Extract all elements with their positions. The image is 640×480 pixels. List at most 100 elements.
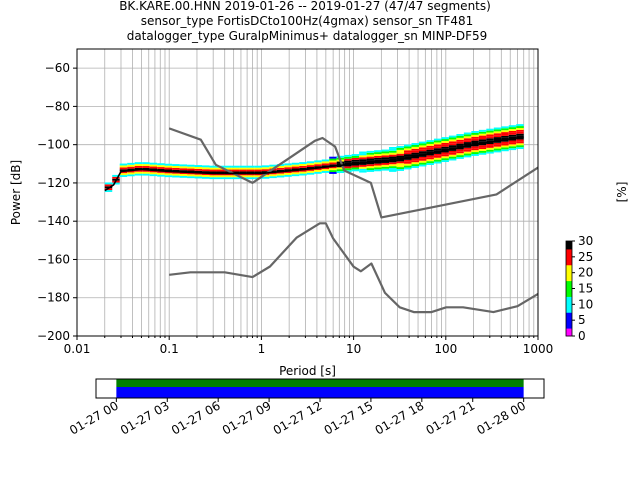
histogram-cell [366,168,375,170]
colorbar-segment [566,269,572,272]
colorbar-segment [566,241,572,244]
histogram-cell [404,165,412,168]
histogram-cell [246,167,255,170]
timeline-tick-label: 01-27 12 [271,398,325,437]
histogram-cell [172,175,180,178]
histogram-cell [418,156,427,159]
x-tick-label: 0.1 [160,342,179,356]
histogram-cell [314,171,322,174]
histogram-cell [471,144,479,147]
histogram-cell [448,154,457,157]
histogram-cell [418,153,427,155]
histogram-cell [389,148,397,151]
histogram-cell [381,161,390,163]
histogram-cell [456,139,464,142]
histogram-cell [396,153,405,156]
histogram-cell [456,151,464,154]
timeline-tick-label: 01-27 18 [373,398,427,437]
colorbar-segment [566,255,572,258]
timeline-tick-label: 01-27 06 [169,398,223,437]
colorbar-segment [566,245,572,248]
histogram-cell [493,144,502,147]
histogram-cell [404,148,412,151]
histogram-cell [284,172,292,175]
histogram-cell [306,172,315,175]
histogram-cell [441,156,449,159]
colorbar-segment [566,274,572,277]
colorbar-segment [566,323,572,326]
histogram-cell [418,158,427,161]
histogram-cell [396,157,405,160]
colorbar-segment [566,326,572,329]
histogram-cell [441,146,449,149]
colorbar-segment [566,313,572,316]
histogram-cell [404,157,412,160]
histogram-cell [359,151,367,154]
histogram-cell [306,168,315,171]
histogram-cell [254,173,262,176]
colorbar-segment [566,260,572,263]
histogram-cell [359,153,367,156]
colorbar-segment [566,275,572,278]
histogram-cell [493,146,502,149]
histogram-cell [134,165,143,168]
histogram-cell [157,174,165,177]
histogram-cell [478,133,487,136]
histogram-cell [306,170,315,173]
histogram-cell [508,130,517,133]
histogram-cell [448,145,457,148]
histogram-cell [493,131,502,134]
histogram-cell [411,143,419,145]
histogram-cell [463,134,472,137]
histogram-cell [486,140,494,143]
histogram-cell [149,174,158,177]
histogram-cell [269,166,277,169]
histogram-cell [142,166,150,168]
histogram-cell [426,161,434,164]
histogram-cell [501,128,509,131]
histogram-cell [493,140,502,143]
histogram-cell [321,169,330,171]
histogram-cell [411,162,419,165]
histogram-cell [501,126,509,129]
histogram-cell [418,151,427,154]
histogram-cell [486,130,494,133]
histogram-cell [216,175,225,178]
histogram-cell [202,171,210,174]
histogram-cell [501,139,509,142]
histogram-cell [411,154,419,157]
histogram-cell [291,170,300,173]
histogram-cell [441,137,449,140]
histogram-cell [104,184,113,187]
histogram-cell [314,162,322,165]
histogram-cell [291,172,300,175]
histogram-cell [187,170,195,173]
colorbar-segment [566,293,572,296]
histogram-cell [411,160,419,163]
histogram-cell [501,149,509,152]
histogram-cell [456,157,464,159]
histogram-cell [374,161,382,164]
histogram-cell [396,155,405,158]
histogram-cell [411,158,419,161]
histogram-cell [344,156,352,159]
histogram-cell [463,132,472,135]
colorbar-segment [566,266,572,269]
histogram-cell [478,145,487,148]
histogram-cell [359,157,367,160]
histogram-cell [404,163,412,166]
histogram-cell [164,175,173,178]
histogram-cell [194,172,203,175]
histogram-cell [119,165,128,168]
colorbar-segment [566,285,572,288]
colorbar-segment [566,283,572,286]
histogram-cell [389,152,397,155]
histogram-cell [179,164,188,167]
histogram-cell [463,145,472,148]
histogram-cell [149,170,158,173]
colorbar-segment [566,331,572,334]
colorbar-segment [566,250,572,253]
histogram-cell [187,172,195,175]
histogram-cell [389,154,397,157]
histogram-cell [374,150,382,153]
